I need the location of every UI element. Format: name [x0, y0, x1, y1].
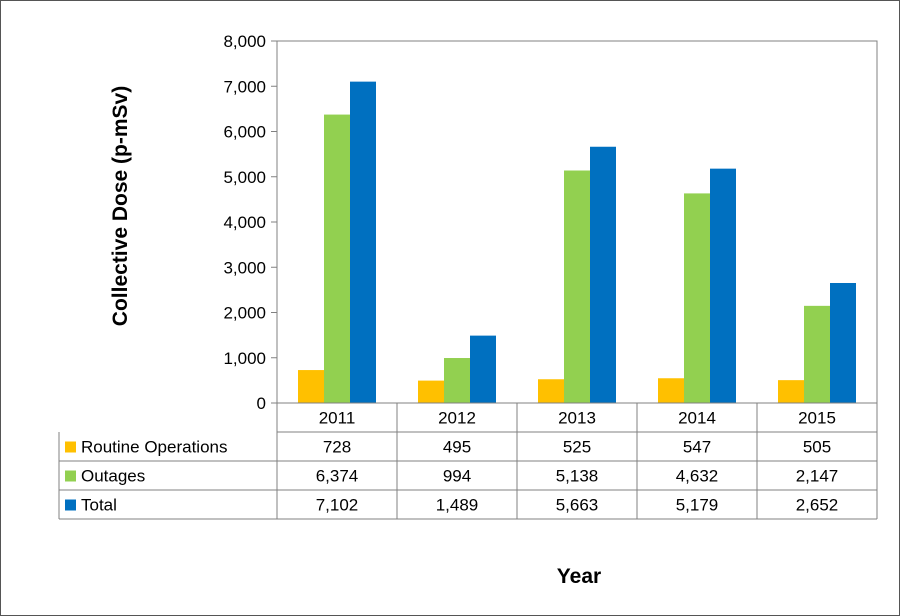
data-table-value: 495	[443, 438, 471, 457]
data-table-value: 6,374	[316, 467, 359, 486]
data-table-value: 7,102	[316, 496, 359, 515]
bar-routine-operations-2011	[298, 370, 324, 403]
bar-routine-operations-2015	[778, 380, 804, 403]
data-table-value: 1,489	[436, 496, 479, 515]
data-table-value: 994	[443, 467, 471, 486]
y-tick-label: 0	[257, 394, 266, 413]
bar-outages-2014	[684, 193, 710, 403]
bar-total-2015	[830, 282, 856, 403]
data-table-value: 2,147	[796, 467, 839, 486]
bar-total-2012	[470, 335, 496, 403]
legend-label: Routine Operations	[81, 438, 227, 457]
legend-swatch	[65, 499, 76, 511]
y-tick-label: 6,000	[223, 123, 266, 142]
y-tick-label: 2,000	[223, 304, 266, 323]
bar-routine-operations-2012	[418, 380, 444, 403]
x-category-label: 2013	[558, 409, 596, 428]
bar-total-2011	[350, 81, 376, 404]
legend-swatch	[65, 441, 76, 453]
y-tick-label: 3,000	[223, 258, 266, 277]
bar-outages-2012	[444, 358, 470, 403]
bar-outages-2013	[564, 170, 590, 403]
data-table-value: 5,663	[556, 496, 599, 515]
bar-total-2013	[590, 146, 616, 403]
x-axis-title: Year	[557, 565, 601, 588]
bar-routine-operations-2013	[538, 379, 564, 403]
x-category-label: 2015	[798, 409, 836, 428]
data-table-value: 5,138	[556, 467, 599, 486]
y-tick-label: 5,000	[223, 168, 266, 187]
y-tick-label: 8,000	[223, 32, 266, 51]
data-table-value: 5,179	[676, 496, 719, 515]
legend-label: Total	[81, 496, 117, 515]
data-table-value: 525	[563, 438, 591, 457]
legend-swatch	[65, 470, 76, 482]
x-category-label: 2012	[438, 409, 476, 428]
x-category-label: 2014	[678, 409, 716, 428]
bar-total-2014	[710, 168, 736, 403]
y-tick-label: 1,000	[223, 349, 266, 368]
y-tick-label: 4,000	[223, 213, 266, 232]
legend-label: Outages	[81, 467, 145, 486]
bar-outages-2015	[804, 305, 830, 403]
bar-routine-operations-2014	[658, 378, 684, 403]
data-table-value: 4,632	[676, 467, 719, 486]
data-table-value: 505	[803, 438, 831, 457]
data-table-value: 728	[323, 438, 351, 457]
bar-outages-2011	[324, 114, 350, 403]
x-category-label: 2011	[319, 409, 356, 428]
data-table-value: 2,652	[796, 496, 839, 515]
data-table-value: 547	[683, 438, 711, 457]
y-axis-title: Collective Dose (p-mSv)	[109, 86, 132, 326]
y-tick-label: 7,000	[223, 77, 266, 96]
